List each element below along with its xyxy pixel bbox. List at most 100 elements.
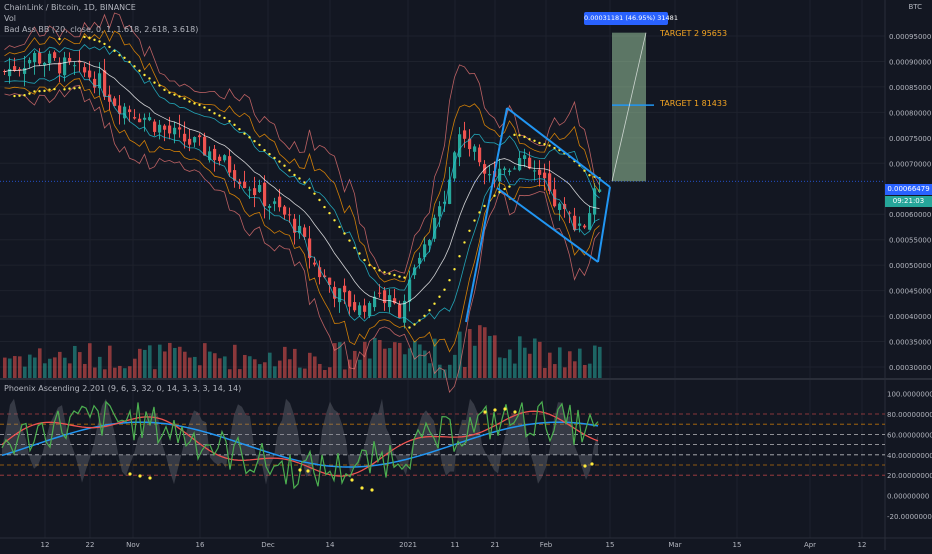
price-axis-label: 0.00035000 (889, 339, 931, 347)
indicator-title: Phoenix Ascending 2.201 (9, 6, 3, 32, 0,… (4, 384, 242, 393)
volume-bar (503, 358, 507, 378)
volume-bar (173, 347, 177, 378)
volume-bar (33, 357, 37, 378)
sar-dot (138, 69, 141, 72)
sar-dot (343, 232, 346, 235)
volume-bar (383, 348, 387, 378)
time-axis-label: 16 (196, 541, 205, 549)
indicator-dot (298, 468, 302, 472)
volume-bar (438, 364, 442, 378)
sar-dot (528, 137, 531, 141)
volume-bar (493, 335, 497, 378)
sar-dot (323, 205, 326, 209)
sar-dot (148, 77, 151, 80)
sar-dot (533, 139, 536, 143)
target-diagonal (611, 32, 647, 182)
candle-body (153, 121, 157, 132)
sar-dot (583, 169, 586, 172)
candle-body (193, 137, 197, 143)
channel-line (506, 107, 611, 188)
sar-dot (248, 136, 251, 139)
volume-bar (188, 357, 192, 378)
sar-dot (128, 60, 131, 64)
candle-body (498, 168, 502, 182)
candle-body (313, 262, 317, 265)
candle-body (88, 70, 92, 78)
volume-bar (568, 351, 572, 378)
volume-bar (213, 353, 217, 378)
candle-body (373, 296, 377, 308)
sar-dot (553, 146, 556, 150)
candle-body (28, 59, 32, 64)
sar-dot (443, 288, 446, 291)
volume-bar (128, 366, 132, 378)
candle-body (123, 106, 127, 119)
candle-body (503, 168, 507, 170)
candle-body (543, 172, 547, 179)
candle-body (588, 213, 592, 230)
sar-dot (153, 81, 156, 84)
indicator-axis-label: 60.00000000 (887, 431, 932, 439)
candle-body (398, 304, 402, 318)
symbol-title: ChainLink / Bitcoin, 1D, BINANCE (4, 3, 136, 12)
sar-dot (78, 86, 81, 89)
candle-body (533, 170, 537, 172)
time-axis-label: Mar (668, 541, 681, 549)
price-axis-label: 0.00040000 (889, 313, 931, 321)
bollinger-label: Bad Ass BB (20, close, 0, 1, 1.618, 2.61… (4, 25, 199, 34)
volume-bar (203, 343, 207, 378)
volume-bar (133, 358, 137, 378)
volume-bar (318, 363, 322, 378)
candle-body (328, 277, 332, 285)
sar-dot (238, 127, 241, 131)
candle-body (133, 117, 137, 119)
bollinger-band (4, 78, 600, 353)
candle-body (323, 275, 327, 278)
volume-bar (328, 367, 332, 378)
sar-dot (188, 100, 191, 103)
volume-bar (28, 354, 32, 378)
candle-body (363, 305, 367, 312)
volume-bar (273, 366, 277, 378)
volume-bar (278, 360, 282, 378)
candle-body (68, 57, 72, 62)
volume-bar (293, 348, 297, 378)
sar-dot (83, 35, 86, 39)
sar-dot (108, 45, 111, 49)
sar-dot (453, 268, 456, 271)
sar-dot (263, 149, 266, 152)
volume-bar (168, 342, 172, 378)
candle-body (13, 66, 17, 71)
candle-body (273, 201, 277, 204)
indicator-axis-label: 40.00000000 (887, 452, 932, 460)
candle-body (98, 73, 102, 89)
volume-bar (353, 350, 357, 378)
volume-bar (253, 359, 257, 378)
sar-dot (428, 309, 431, 312)
sar-dot (258, 143, 261, 147)
sar-dot (293, 173, 296, 177)
candle-body (423, 244, 427, 258)
bollinger-band (4, 71, 600, 326)
volume-bar (433, 338, 437, 378)
time-axis-label: 11 (451, 541, 460, 549)
sar-dot (518, 134, 521, 137)
volume-bar (208, 351, 212, 378)
volume-bar (98, 356, 102, 378)
volume-bar (13, 356, 17, 378)
indicator-dot (360, 486, 364, 490)
time-axis-label: 12 (41, 541, 50, 549)
volume-bar (258, 364, 262, 378)
candle-body (568, 212, 572, 214)
candle-body (43, 62, 47, 66)
volume-bar (553, 364, 557, 378)
indicator-axis-label: -20.00000000 (887, 513, 932, 521)
candle-body (8, 68, 12, 77)
candle-body (463, 130, 467, 139)
candle-body (523, 155, 527, 160)
measure-label: 0.00031181 (46.95%) 31481 (584, 12, 678, 25)
sar-dot (203, 106, 206, 109)
sar-dot (298, 177, 301, 180)
